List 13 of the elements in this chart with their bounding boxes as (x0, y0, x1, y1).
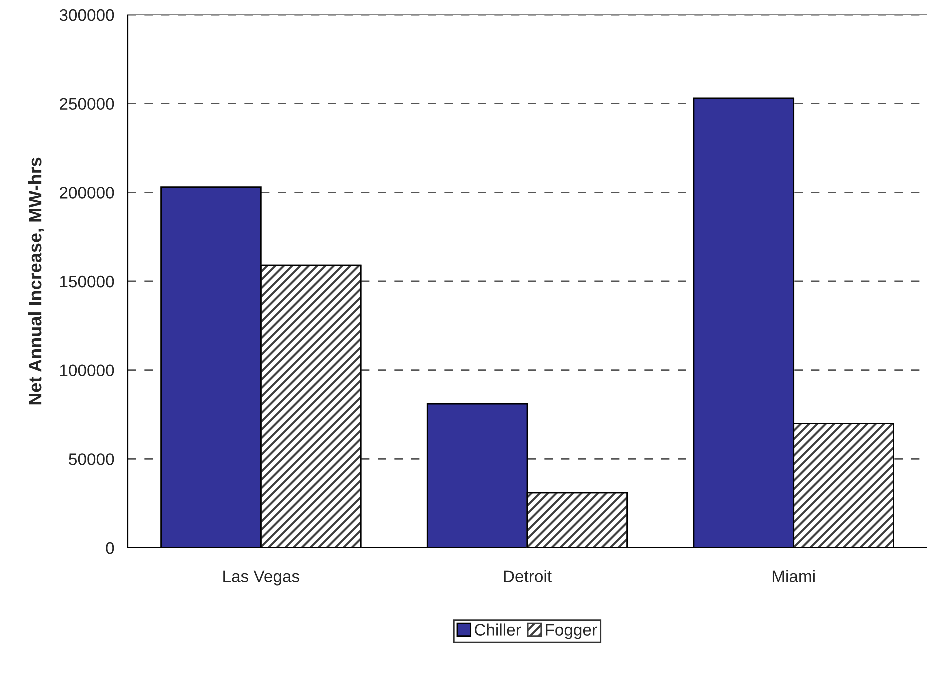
y-axis-title: Net Annual Increase, MW-hrs (28, 158, 44, 405)
y-tick-label: 200000 (60, 187, 114, 199)
y-tick-label: 150000 (60, 276, 114, 288)
x-tick-label: Detroit (504, 570, 552, 582)
legend-label: Fogger (546, 624, 598, 640)
y-tick-label: 300000 (60, 9, 114, 22)
x-tick-label: Miami (772, 570, 815, 582)
y-tick-label: 0 (106, 542, 114, 554)
y-tick-label: 100000 (60, 364, 114, 377)
x-tick-label: Las Vegas (224, 570, 300, 586)
y-tick-label: 50000 (69, 454, 114, 466)
y-tick-label: 250000 (60, 98, 114, 110)
legend-label: Chiller (474, 624, 522, 636)
